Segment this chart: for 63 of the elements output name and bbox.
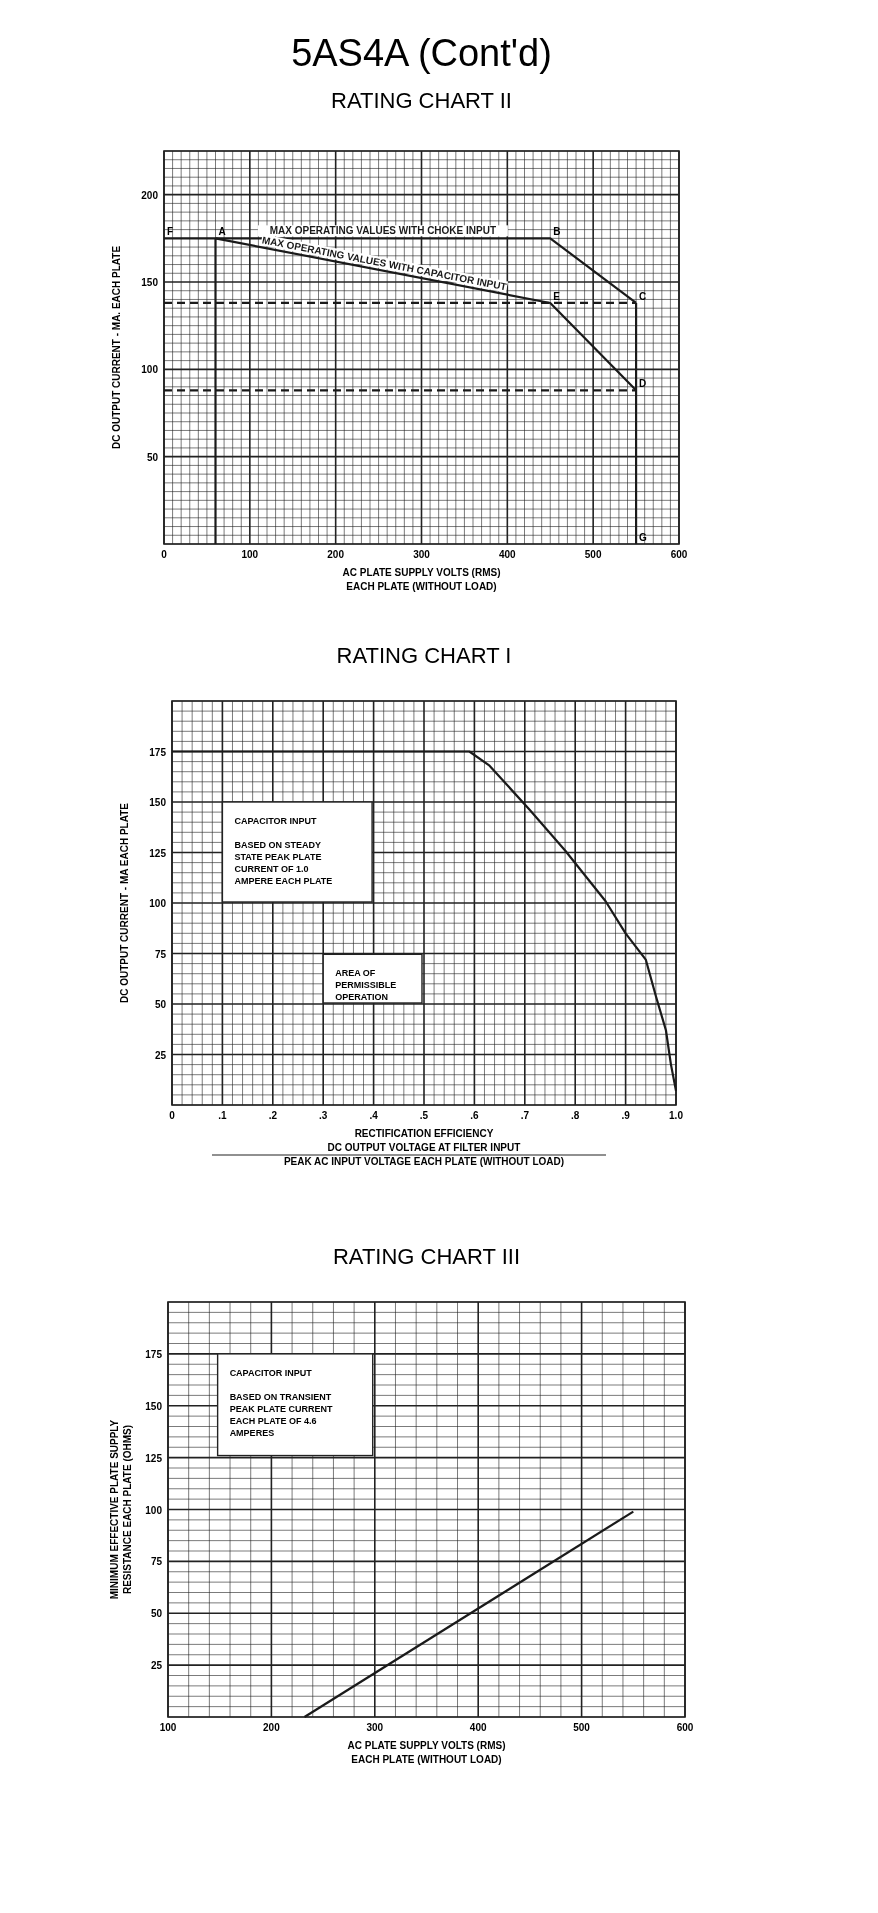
y-tick-label: 150 xyxy=(149,797,167,808)
x-tick-label: 1.0 xyxy=(669,1110,684,1121)
chart-subtitle: RATING CHART II xyxy=(331,88,512,113)
y-axis-title: MINIMUM EFFECTIVE PLATE SUPPLY RESISTANCE EACH PLATE (OHMS) xyxy=(109,1419,133,1600)
annotation: D xyxy=(639,378,647,390)
y-tick-label: 175 xyxy=(145,1348,163,1360)
annotation: AREA OF PERMISSIBLE OPERATION xyxy=(335,968,397,1003)
y-tick-label: 200 xyxy=(141,189,159,201)
y-tick-label: 100 xyxy=(145,1504,163,1516)
x-tick-label: 300 xyxy=(413,549,431,560)
y-axis-title: DC OUTPUT CURRENT - MA EACH PLATE xyxy=(119,802,130,1003)
x-axis-title: AC PLATE SUPPLY VOLTS (RMS) EACH PLATE (WITHOUT LOAD) xyxy=(342,567,501,592)
note-box: CAPACITOR INPUT BASED ON TRANSIENT PEAK PLATE CURRENT EACH PLATE OF 4.6 AMPERES xyxy=(216,1353,374,1457)
y-tick-label: 50 xyxy=(150,1608,163,1620)
chart-title: RATING CHART I xyxy=(336,643,512,668)
x-tick-label: 400 xyxy=(469,1722,487,1733)
x-tick-label: 100 xyxy=(241,549,259,560)
chart-title: RATING CHART III xyxy=(332,1244,521,1269)
chart-title: 5AS4A (Cont'd) xyxy=(291,32,552,74)
x-tick-label: .2 xyxy=(268,1110,278,1121)
x-tick-label: .7 xyxy=(520,1110,530,1121)
x-tick-label: 500 xyxy=(584,549,602,560)
x-tick-label: 200 xyxy=(327,549,345,560)
y-tick-label: 150 xyxy=(141,277,159,288)
x-axis-title: RECTIFICATION EFFICIENCY DC OUTPUT VOLTAGE AT FILTER INPUT PEAK AC INPUT VOLTAGE EACH PLATE (WITHOUT LOAD) xyxy=(283,1128,565,1167)
y-tick-label: 150 xyxy=(145,1400,163,1412)
annotation: F xyxy=(167,226,174,238)
x-tick-label: .4 xyxy=(369,1110,379,1121)
x-tick-label: 400 xyxy=(498,549,517,560)
x-tick-label: 0 xyxy=(161,549,168,560)
y-tick-label: 125 xyxy=(149,847,167,859)
x-tick-label: 600 xyxy=(670,549,688,560)
x-tick-label: .3 xyxy=(319,1110,328,1121)
series-label: MAX OPERATING VALUES WITH CHOKE INPUT xyxy=(269,225,497,237)
y-tick-label: 125 xyxy=(145,1452,163,1464)
y-axis-title: DC OUTPUT CURRENT - MA. EACH PLATE xyxy=(111,245,122,450)
annotation: C xyxy=(639,290,647,302)
x-tick-label: .9 xyxy=(621,1110,631,1121)
x-tick-label: .5 xyxy=(419,1110,429,1121)
y-tick-label: 25 xyxy=(154,1049,167,1061)
x-tick-label: .8 xyxy=(571,1110,580,1121)
x-tick-label: 200 xyxy=(263,1722,281,1733)
annotation: E xyxy=(553,290,561,302)
y-tick-label: 100 xyxy=(149,898,167,909)
y-tick-label: 75 xyxy=(154,948,167,960)
note-box: AREA OF PERMISSIBLE OPERATION xyxy=(322,953,423,1004)
y-tick-label: 100 xyxy=(141,364,159,376)
annotation: G xyxy=(639,532,648,543)
x-tick-label: 500 xyxy=(573,1722,591,1733)
x-tick-label: 0 xyxy=(169,1110,176,1121)
y-tick-label: 25 xyxy=(150,1660,163,1672)
annotation: B xyxy=(553,226,561,238)
annotation: A xyxy=(218,226,226,238)
y-tick-label: 50 xyxy=(146,451,159,463)
y-tick-label: 75 xyxy=(150,1556,163,1568)
y-tick-label: 50 xyxy=(154,999,167,1010)
x-tick-label: 600 xyxy=(676,1722,694,1733)
x-tick-label: 300 xyxy=(366,1722,384,1733)
x-axis-title: AC PLATE SUPPLY VOLTS (RMS) EACH PLATE (WITHOUT LOAD) xyxy=(347,1740,506,1765)
note-box: CAPACITOR INPUT BASED ON STEADY STATE PEAK PLATE CURRENT OF 1.0 AMPERE EACH PLATE xyxy=(221,801,373,903)
x-tick-label: .6 xyxy=(470,1110,480,1121)
x-tick-label: .1 xyxy=(218,1110,228,1121)
y-tick-label: 175 xyxy=(149,746,167,758)
